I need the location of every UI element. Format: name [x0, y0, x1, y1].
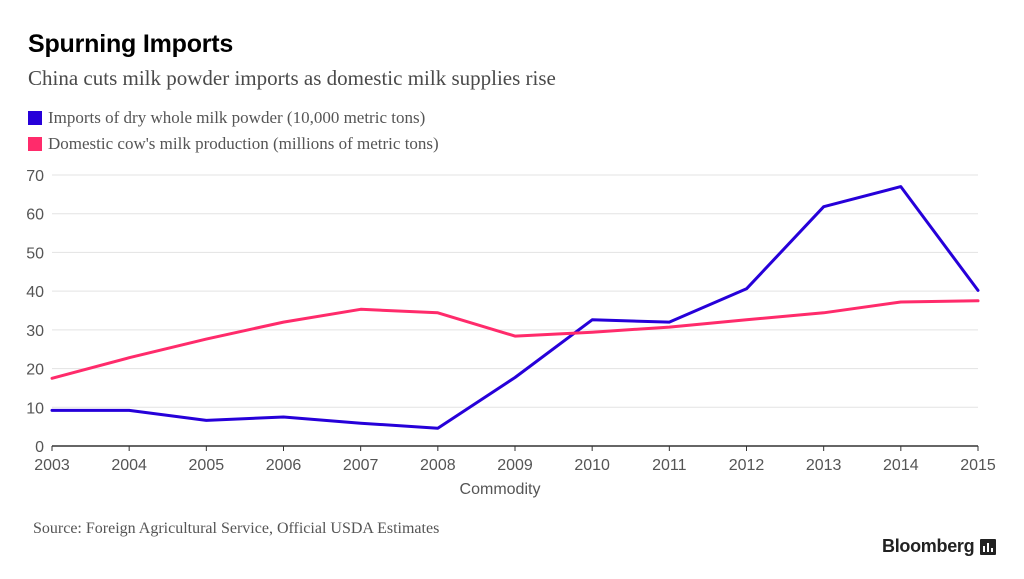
source-note: Source: Foreign Agricultural Service, Of… [33, 520, 440, 537]
x-tick-label-2010: 2010 [574, 457, 610, 474]
x-tick-label-2005: 2005 [189, 457, 225, 474]
legend-item-imports: Imports of dry whole milk powder (10,000… [28, 106, 439, 130]
x-tick-label-2007: 2007 [343, 457, 379, 474]
y-tick-label-70: 70 [26, 168, 44, 185]
y-tick-label-0: 0 [35, 439, 44, 456]
x-tick-label-2004: 2004 [111, 457, 147, 474]
x-tick-label-2014: 2014 [883, 457, 919, 474]
series-line-1 [50, 299, 980, 380]
x-tick-label-2006: 2006 [266, 457, 302, 474]
legend-swatch-domestic [28, 137, 42, 151]
legend-label-domestic: Domestic cow's milk production (millions… [48, 134, 439, 153]
x-tick-label-2013: 2013 [806, 457, 842, 474]
chart-subtitle: China cuts milk powder imports as domest… [28, 66, 556, 90]
x-tick-label-2015: 2015 [960, 457, 996, 474]
x-axis-label: Commodity [460, 481, 541, 498]
series-lines [50, 185, 980, 430]
bloomberg-logo: Bloomberg [882, 536, 997, 557]
legend-swatch-imports [28, 111, 42, 125]
chart-title: Spurning Imports [28, 30, 234, 58]
x-tick-label-2003: 2003 [34, 457, 70, 474]
y-tick-label-10: 10 [26, 400, 44, 417]
series-line-0 [50, 185, 980, 430]
y-axis-ticks: 0 10 20 30 40 50 60 70 [26, 168, 44, 456]
y-tick-label-20: 20 [26, 362, 44, 379]
x-axis-ticks: 2003 2004 2005 2006 2007 2008 2009 2010 2011 2012… [34, 446, 996, 474]
legend: Imports of dry whole milk powder (10,000… [28, 106, 439, 158]
x-tick-label-2011: 2011 [652, 457, 687, 474]
y-tick-label-30: 30 [26, 323, 44, 340]
y-tick-label-50: 50 [26, 245, 44, 262]
legend-label-imports: Imports of dry whole milk powder (10,000… [48, 108, 426, 127]
x-tick-label-2008: 2008 [420, 457, 456, 474]
legend-item-domestic: Domestic cow's milk production (millions… [28, 132, 439, 156]
brand-name: Bloomberg [882, 536, 975, 556]
x-tick-label-2009: 2009 [497, 457, 533, 474]
x-tick-label-2012: 2012 [729, 457, 765, 474]
bloomberg-terminal-icon [980, 538, 997, 555]
y-tick-label-60: 60 [26, 207, 44, 224]
y-tick-label-40: 40 [26, 284, 44, 301]
